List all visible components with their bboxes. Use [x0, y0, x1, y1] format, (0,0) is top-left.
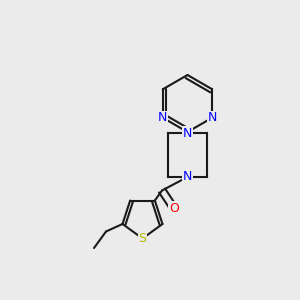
Text: N: N: [183, 127, 192, 140]
Text: O: O: [169, 202, 179, 215]
Text: N: N: [158, 111, 167, 124]
Text: N: N: [208, 111, 217, 124]
Text: N: N: [183, 170, 192, 184]
Text: S: S: [139, 232, 146, 245]
